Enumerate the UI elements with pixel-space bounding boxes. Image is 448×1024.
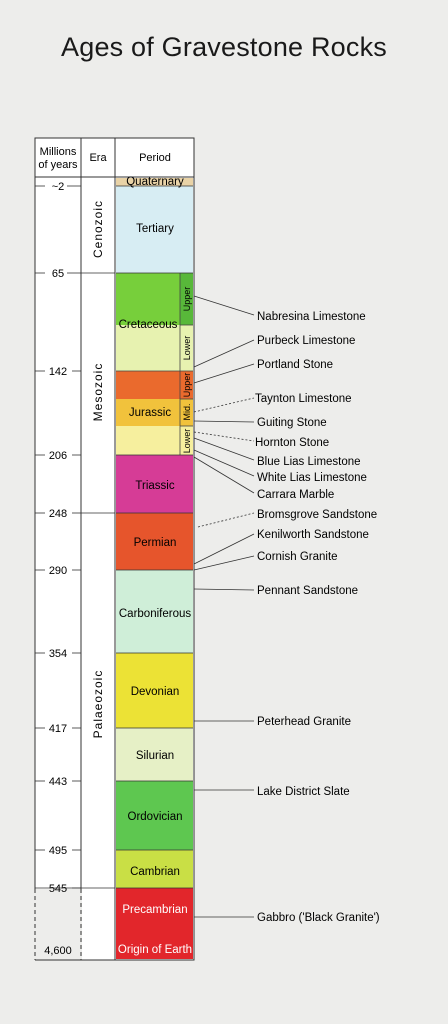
rock-label-hornton: Hornton Stone xyxy=(255,437,329,449)
period-block-devonian xyxy=(116,653,193,728)
ages-column-mask xyxy=(34,889,82,961)
leader-line-pennant xyxy=(193,588,255,591)
age-label: 65 xyxy=(52,268,64,280)
period-block-quaternary xyxy=(116,178,193,186)
leader-line-portland xyxy=(193,363,255,384)
rock-label-pennant: Pennant Sandstone xyxy=(257,585,358,597)
era-label-mesozoic: Mesozoic xyxy=(91,363,105,422)
period-block-cambrian xyxy=(116,850,193,888)
period-label-permian: Permian xyxy=(134,537,177,549)
leader-line-guiting xyxy=(193,420,255,423)
period-block-permian xyxy=(116,513,193,570)
leader-line-blue-lias xyxy=(193,437,255,461)
sub-label-cretaceous-upper: Upper xyxy=(182,287,192,312)
age-label: ~2 xyxy=(52,181,65,193)
period-label-devonian: Devonian xyxy=(131,686,180,698)
age-label: 290 xyxy=(49,565,67,577)
header-period: Period xyxy=(139,152,171,164)
leader-line-bromsgrove xyxy=(197,512,255,528)
rock-label-lake-district: Lake District Slate xyxy=(257,786,350,798)
age-label: 206 xyxy=(49,450,67,462)
rock-label-kenilworth: Kenilworth Sandstone xyxy=(257,529,369,541)
header-millions-line1: Millions xyxy=(40,146,77,158)
sub-label-jurassic-upper: Upper xyxy=(182,373,192,398)
rock-label-guiting: Guiting Stone xyxy=(257,417,327,429)
age-label: 354 xyxy=(49,648,67,660)
rock-label-gabbro: Gabbro ('Black Granite') xyxy=(257,912,380,924)
leader-line-nabresina xyxy=(193,295,255,316)
period-label-carboniferous: Carboniferous xyxy=(119,608,191,620)
age-label: 142 xyxy=(49,366,67,378)
period-label-cretaceous: Cretaceous xyxy=(119,319,178,331)
rock-label-purbeck: Purbeck Limestone xyxy=(257,335,355,347)
age-label: 545 xyxy=(49,883,67,895)
period-label-triassic: Triassic xyxy=(135,480,174,492)
subdivision-cell-cretaceous-upper xyxy=(180,273,193,325)
period-block-precambrian xyxy=(116,888,193,959)
rock-label-carrara: Carrara Marble xyxy=(257,489,334,501)
period-label-jurassic: Jurassic xyxy=(129,407,171,419)
sub-label-jurassic-lower: Lower xyxy=(182,429,192,454)
age-label: 417 xyxy=(49,723,67,735)
period-block-ordovician xyxy=(116,781,193,850)
rock-label-taynton: Taynton Limestone xyxy=(255,393,352,405)
sub-label-cretaceous-lower: Lower xyxy=(182,336,192,361)
period-label-tertiary: Tertiary xyxy=(136,223,174,235)
period-label-origin-of-earth: Origin of Earth xyxy=(118,944,192,956)
period-block-cretaceous-upper xyxy=(116,273,180,325)
period-label-ordovician: Ordovician xyxy=(128,811,183,823)
period-label-silurian: Silurian xyxy=(136,750,174,762)
age-label: 443 xyxy=(49,776,67,788)
period-block-silurian xyxy=(116,728,193,781)
rock-label-white-lias: White Lias Limestone xyxy=(257,472,367,484)
sub-label-jurassic-mid: Mid. xyxy=(182,403,192,420)
header-millions-line2: of years xyxy=(38,159,78,171)
leader-line-white-lias xyxy=(193,449,255,477)
period-block-tertiary xyxy=(116,186,193,273)
age-label: 495 xyxy=(49,845,67,857)
chart-title: Ages of Gravestone Rocks xyxy=(61,32,387,62)
leader-line-hornton xyxy=(193,431,255,442)
leader-line-kenilworth xyxy=(193,533,255,565)
rock-label-peterhead: Peterhead Granite xyxy=(257,716,351,728)
age-label: 4,600 xyxy=(44,945,72,957)
rock-label-nabresina: Nabresina Limestone xyxy=(257,311,366,323)
period-label-cambrian: Cambrian xyxy=(130,866,180,878)
rock-label-portland: Portland Stone xyxy=(257,359,333,371)
age-label: 248 xyxy=(49,508,67,520)
leader-line-purbeck xyxy=(193,339,255,368)
leader-line-cornish-granite xyxy=(193,555,255,571)
leader-line-carrara xyxy=(193,456,255,494)
period-block-carboniferous xyxy=(116,570,193,653)
header-era: Era xyxy=(89,152,107,164)
rock-label-cornish-granite: Cornish Granite xyxy=(257,551,338,563)
period-label-quaternary: Quaternary xyxy=(126,176,184,188)
era-label-cenozoic: Cenozoic xyxy=(91,200,105,258)
rock-label-blue-lias: Blue Lias Limestone xyxy=(257,456,361,468)
leader-line-taynton xyxy=(193,397,255,413)
era-label-palaeozoic: Palaeozoic xyxy=(91,670,105,739)
rock-label-bromsgrove: Bromsgrove Sandstone xyxy=(257,509,377,521)
period-label-precambrian: Precambrian xyxy=(122,904,187,916)
period-block-triassic xyxy=(116,455,193,513)
